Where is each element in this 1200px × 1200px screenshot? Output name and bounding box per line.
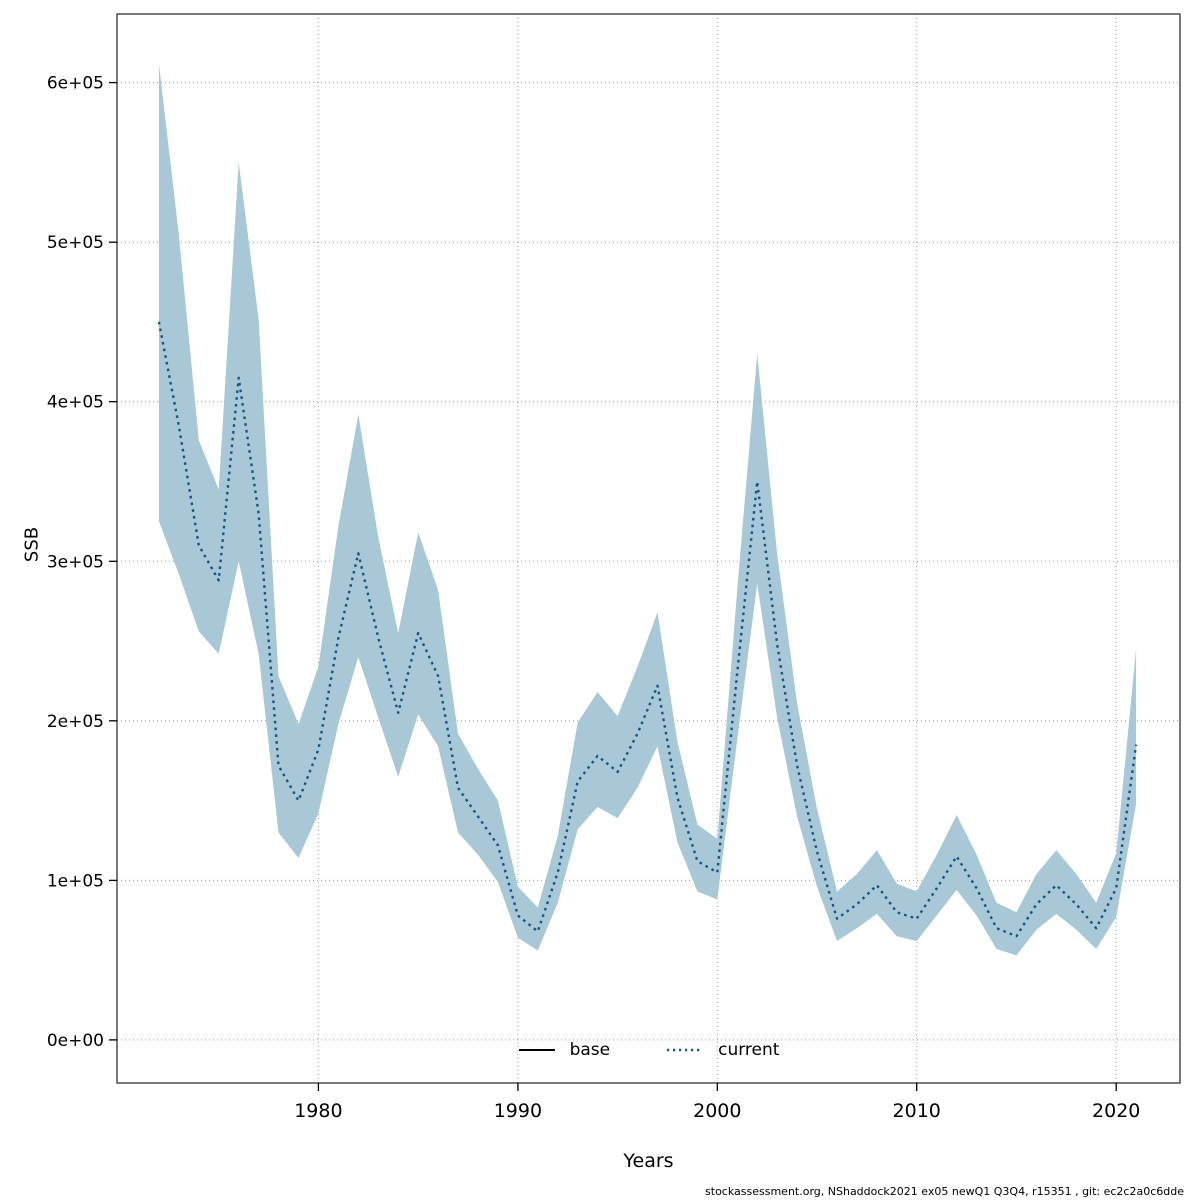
x-tick-label: 2010: [893, 1100, 941, 1122]
current-line-sample-icon: [667, 1048, 704, 1052]
legend-label-current: current: [718, 1040, 780, 1060]
x-tick-label: 2000: [693, 1100, 741, 1122]
x-tick-label: 2020: [1092, 1100, 1140, 1122]
y-tick-label: 0e+00: [47, 1031, 104, 1051]
legend: base current: [117, 1040, 1180, 1060]
current-series-line: [157, 321, 1138, 938]
y-tick-label: 1e+05: [47, 871, 104, 891]
x-tick-label: 1990: [494, 1100, 542, 1122]
y-tick-label: 6e+05: [47, 74, 104, 94]
x-tick-label: 1980: [294, 1100, 342, 1122]
y-axis-title: SSB: [21, 526, 43, 563]
base-line-sample-icon: [518, 1049, 555, 1051]
y-tick-label: 3e+05: [47, 552, 104, 572]
legend-label-base: base: [569, 1040, 611, 1060]
legend-item-current: current: [666, 1040, 779, 1060]
footer-caption: stockassessment.org, NShaddock2021 ex05 …: [705, 1185, 1184, 1198]
legend-item-base: base: [518, 1040, 611, 1060]
confidence-band: [158, 63, 1137, 956]
y-tick-label: 5e+05: [47, 233, 104, 253]
x-axis-title: Years: [623, 1150, 674, 1172]
y-tick-label: 4e+05: [47, 393, 104, 413]
y-tick-label: 2e+05: [47, 712, 104, 732]
plot-border: [116, 13, 1181, 1084]
